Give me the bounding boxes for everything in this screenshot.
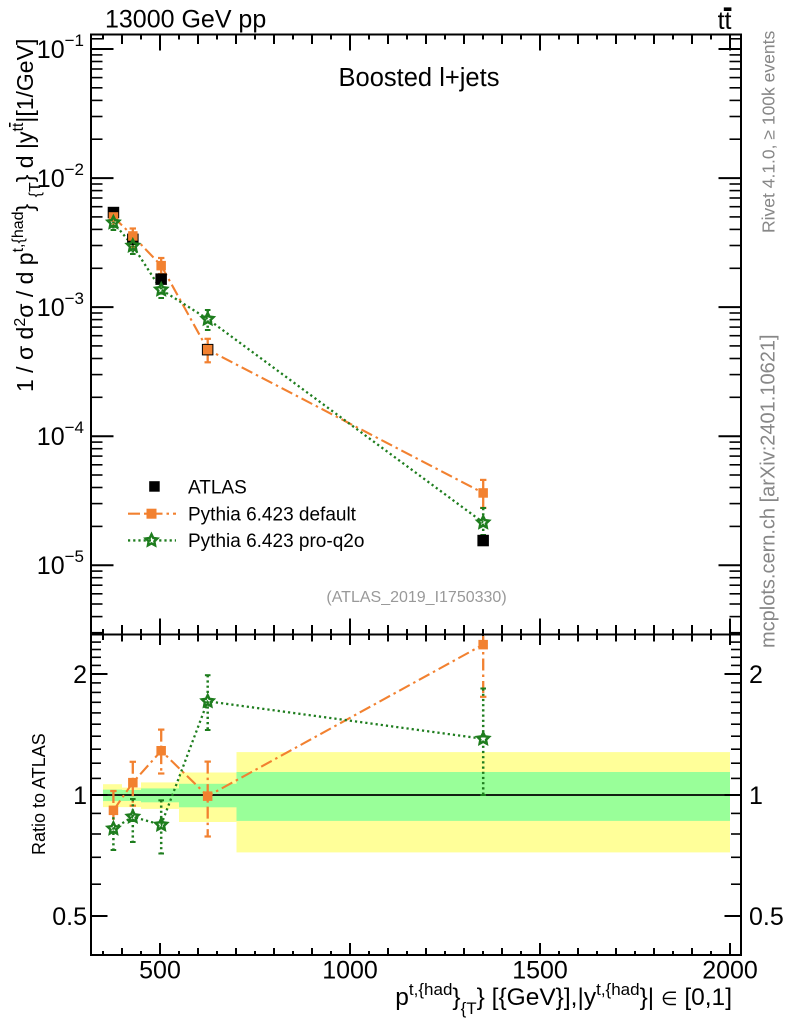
svg-text:2: 2 bbox=[73, 661, 87, 689]
svg-text:2000: 2000 bbox=[702, 957, 758, 985]
svg-text:0.5: 0.5 bbox=[749, 903, 784, 931]
svg-text:Pythia 6.423 pro-q2o: Pythia 6.423 pro-q2o bbox=[188, 531, 364, 552]
svg-text:1000: 1000 bbox=[322, 957, 378, 985]
svg-text:(ATLAS_2019_I1750330): (ATLAS_2019_I1750330) bbox=[326, 589, 506, 606]
svg-text:500: 500 bbox=[139, 957, 181, 985]
svg-text:mcplots.cern.ch [arXiv:2401.10: mcplots.cern.ch [arXiv:2401.10621] bbox=[758, 334, 780, 648]
svg-text:ATLAS: ATLAS bbox=[188, 478, 247, 499]
svg-text:1500: 1500 bbox=[512, 957, 568, 985]
svg-text:10−4: 10−4 bbox=[37, 418, 84, 451]
svg-text:10−5: 10−5 bbox=[37, 547, 84, 580]
svg-text:2: 2 bbox=[749, 661, 763, 689]
svg-text:Pythia 6.423 default: Pythia 6.423 default bbox=[188, 505, 357, 526]
svg-text:Ratio to ATLAS: Ratio to ATLAS bbox=[29, 733, 49, 855]
svg-text:Rivet 4.1.0, ≥ 100k events: Rivet 4.1.0, ≥ 100k events bbox=[759, 31, 779, 233]
svg-text:1: 1 bbox=[749, 782, 763, 810]
svg-text:pt,{had}{T} [{GeV}],|yt,{had}|: pt,{had}{T} [{GeV}],|yt,{had}| ∈ [0,1] bbox=[395, 980, 732, 1018]
svg-text:Boosted l+jets: Boosted l+jets bbox=[339, 64, 500, 92]
svg-text:tt: tt bbox=[718, 7, 732, 35]
svg-text:10−3: 10−3 bbox=[37, 289, 84, 322]
svg-text:10−1: 10−1 bbox=[37, 31, 84, 64]
svg-text:1: 1 bbox=[73, 782, 87, 810]
svg-text:0.5: 0.5 bbox=[52, 903, 87, 931]
svg-text:1 / σ d2σ / d pt,{had} {T} d: 1 / σ d2σ / d pt,{had} {T} d |ytt|[1/GeV… bbox=[10, 39, 44, 392]
svg-text:13000 GeV pp: 13000 GeV pp bbox=[105, 6, 266, 34]
